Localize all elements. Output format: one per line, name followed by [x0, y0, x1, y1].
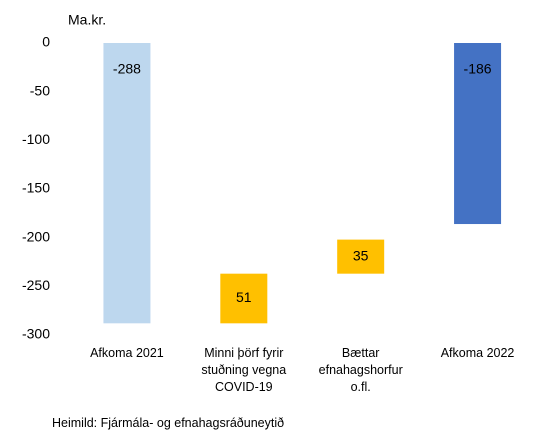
bar: [454, 43, 502, 225]
x-tick-label: Afkoma 2022: [440, 346, 515, 360]
source: Heimild: Fjármála- og efnahagsráðuneytið: [52, 416, 285, 430]
bar: [337, 239, 385, 274]
y-tick-label: -200: [22, 228, 50, 244]
y-tick-label: -250: [22, 277, 50, 293]
bar: [220, 273, 268, 324]
value-label: -288: [113, 61, 141, 77]
bar: [103, 43, 151, 324]
x-tick-label: Afkoma 2021: [90, 346, 164, 360]
x-tick-label: Minni þörf fyrir stuðning vegna COVID-19: [201, 346, 287, 394]
y-tick-label: -50: [30, 82, 50, 98]
y-tick-label: 0: [42, 34, 50, 50]
value-label: 35: [353, 247, 369, 263]
y-axis-label: Ma.kr.: [68, 12, 106, 28]
y-tick-label: -100: [22, 131, 50, 147]
value-label: 51: [236, 289, 252, 305]
value-label: -186: [464, 61, 492, 77]
x-tick-label: Bættar efnahagshorfur o.fl.: [318, 346, 403, 394]
y-tick-label: -150: [22, 180, 50, 196]
y-tick-label: -300: [22, 326, 50, 342]
